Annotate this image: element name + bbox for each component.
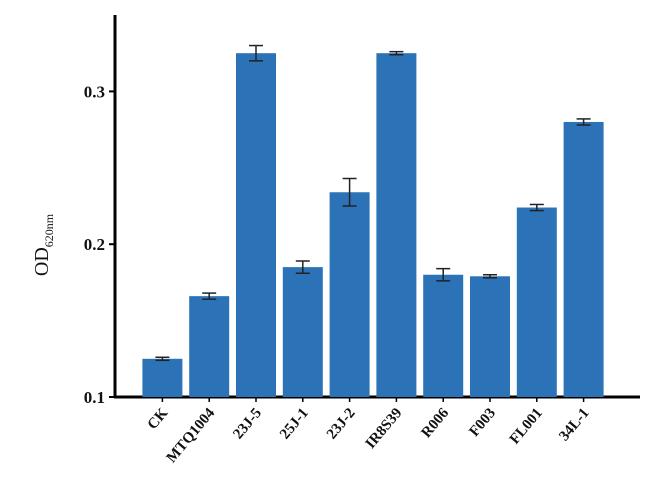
x-tick-label: MTQ1004 [164,405,219,466]
y-tick-label: 0.3 [84,82,105,101]
x-tick-label: 34L-1 [556,405,592,444]
bar [423,274,464,397]
x-tick-label: 23J-5 [230,405,265,442]
bar [563,121,604,398]
bar [282,267,323,397]
y-label-main: OD [31,247,53,276]
y-tick-label: 0.2 [84,235,105,254]
y-axis-label: OD620nm [31,213,56,276]
y-label-sub: 620nm [42,213,56,247]
bar [470,276,510,397]
bar [236,53,276,397]
y-tick-label: 0.1 [84,388,105,407]
x-tick-label: 23J-2 [324,405,359,442]
bar [329,192,370,397]
bar [189,296,230,397]
x-tick-label: 25J-1 [277,405,312,442]
x-tick-label: FL001 [507,405,546,447]
x-tick-label: F003 [466,405,499,440]
x-tick-label: IR8S39 [363,405,406,452]
bar [142,358,183,397]
x-tick-label: CK [145,405,172,433]
bar [516,207,557,397]
bar [376,53,417,397]
x-tick-label: R006 [419,405,453,441]
